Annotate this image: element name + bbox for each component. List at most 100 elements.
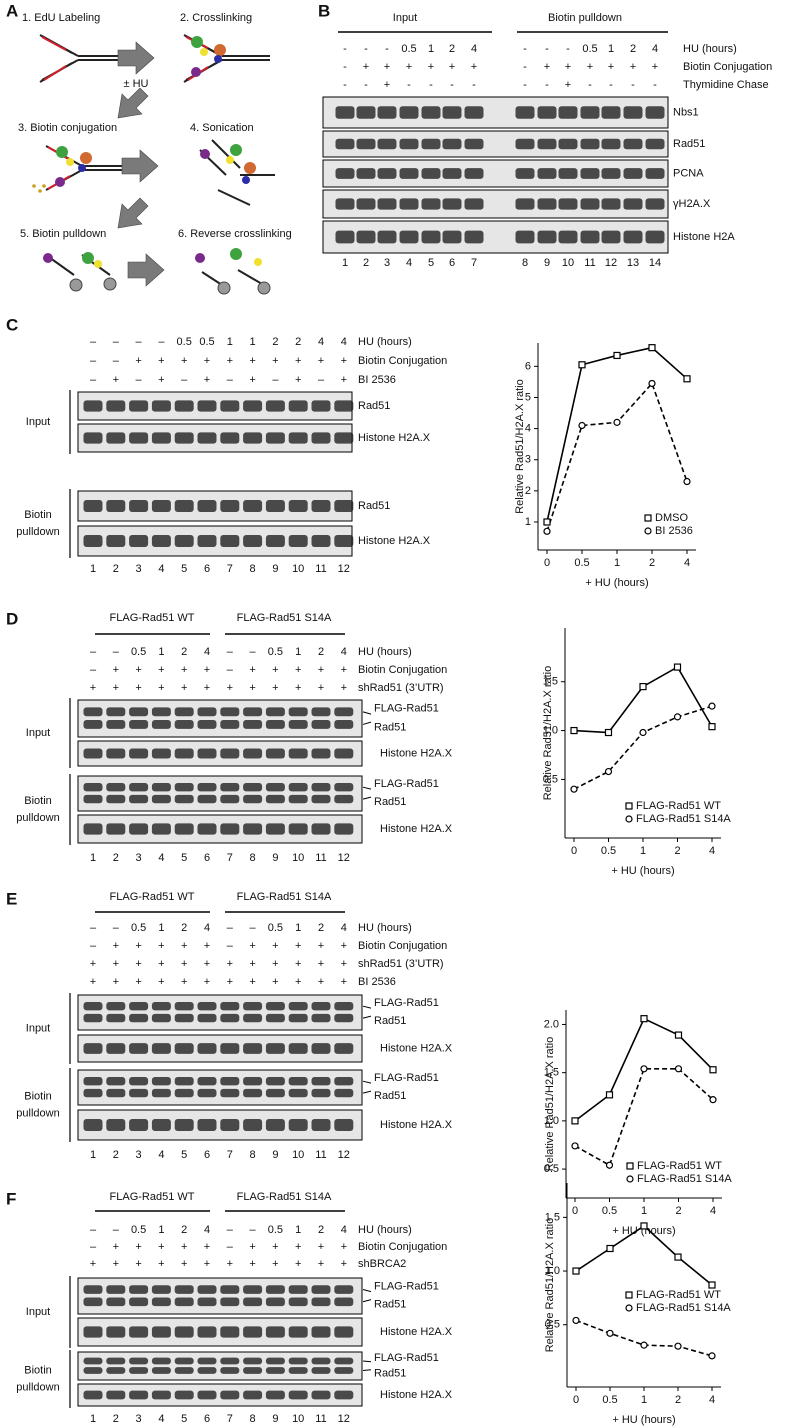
blot-label: FLAG-Rad51 [374,997,439,1009]
band [580,106,600,119]
y-tick-label: 4 [525,423,531,435]
band [265,748,285,759]
band [197,1043,217,1054]
band [243,783,263,792]
y-tick-label: 0.5 [543,773,558,785]
band [601,106,621,119]
band [558,230,578,244]
band [311,1326,331,1338]
band [174,1297,194,1307]
condition-label: shRad51 (3’UTR) [358,958,444,970]
condition-value: 4 [341,922,347,934]
band [311,432,331,444]
band [174,1013,194,1023]
condition-value: + [406,61,412,73]
blot-label: FLAG-Rad51 [374,778,439,790]
condition-value: + [90,976,96,988]
band [197,1326,217,1338]
band [197,1077,217,1086]
band [220,1119,240,1131]
condition-value: 2 [295,336,301,348]
band [83,400,103,412]
condition-value: 4 [341,1224,347,1236]
band [197,783,217,792]
band [558,168,578,179]
condition-value: + [204,664,210,676]
group-label: Input [393,12,417,24]
band [265,719,285,729]
band [334,1013,354,1023]
blot [77,1069,363,1106]
band [265,1390,285,1400]
band [558,106,578,119]
marker [613,351,621,360]
band [197,1297,217,1307]
band [129,400,149,412]
condition-value: – [272,374,279,386]
x-tick-label: 0 [573,1394,579,1406]
marker [674,1031,683,1039]
condition-value: + [341,976,347,988]
condition-value: - [407,79,411,91]
condition-value: + [158,664,164,676]
band [220,748,240,759]
band [197,500,217,512]
marker [625,802,633,810]
blot-label: Rad51 [374,1090,406,1102]
band [537,138,557,150]
band [129,1077,149,1086]
band [288,1390,308,1400]
step-label: 5. Biotin pulldown [20,228,106,240]
band [106,1043,126,1054]
condition-value: + [181,976,187,988]
band [174,1357,194,1365]
condition-value: 0.5 [268,922,283,934]
condition-value: + [249,374,255,386]
band [151,794,171,804]
condition-label: Biotin Conjugation [683,61,772,73]
marker [639,683,647,691]
condition-value: 4 [204,1224,210,1236]
condition-value: + [249,940,255,952]
x-tick-label: 0 [571,845,577,857]
band [537,106,557,119]
condition-value: 0.5 [131,646,146,658]
band [265,1367,285,1374]
marker [648,379,656,388]
condition-value: + [587,61,593,73]
label-tick [362,1289,372,1293]
condition-value: + [181,958,187,970]
section-label: Input [26,727,50,739]
condition-value: + [158,1241,164,1253]
band [83,1088,103,1098]
condition-value: 4 [652,43,658,55]
y-tick-label: 2.0 [544,1018,559,1030]
band [421,168,441,179]
condition-value: 4 [341,336,347,348]
lane-number: 2 [113,1149,119,1161]
condition-value: – [250,922,257,934]
band [174,1077,194,1086]
condition-value: + [113,664,119,676]
band [243,1297,263,1307]
lane-number: 7 [227,852,233,864]
band [515,168,535,179]
band [106,1077,126,1086]
label-tick [362,1005,372,1009]
section-label: Input [26,1022,50,1034]
band [83,719,103,729]
condition-value: + [608,61,614,73]
condition-value: + [249,355,255,367]
band [151,748,171,759]
condition-value: + [341,1241,347,1253]
lane-number: 6 [449,257,455,269]
condition-value: + [204,355,210,367]
band [265,1088,285,1098]
condition-value: + [113,976,119,988]
condition-label: BI 2536 [358,374,396,386]
marker [683,477,691,486]
band [334,719,354,729]
condition-value: + [318,682,324,694]
band [288,1285,308,1294]
condition-value: + [204,976,210,988]
